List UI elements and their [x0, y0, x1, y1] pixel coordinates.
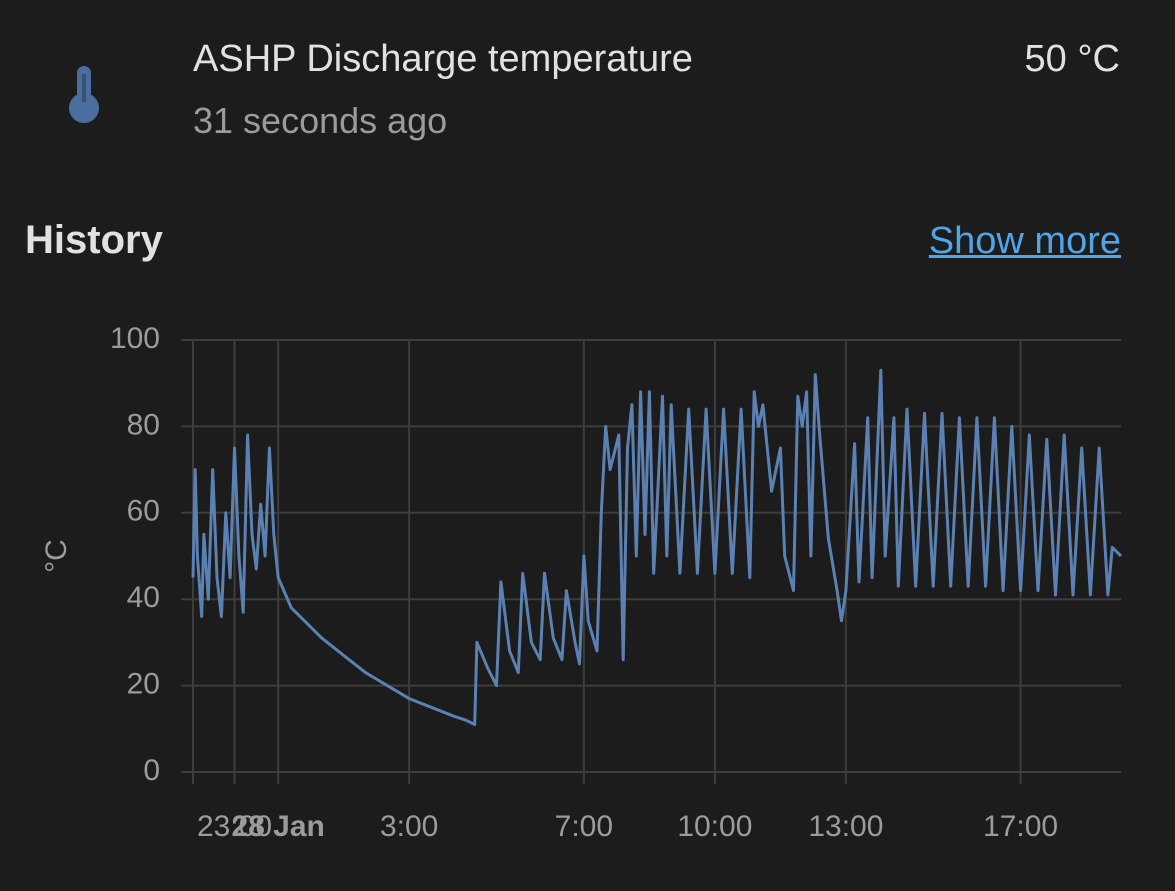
last-changed: 31 seconds ago [193, 100, 448, 141]
x-tick-label: 3:00 [380, 810, 438, 843]
y-tick-label: 100 [110, 322, 160, 355]
y-axis-label: °C [40, 539, 73, 573]
data-line [191, 368, 1123, 726]
y-tick-label: 60 [127, 495, 160, 528]
y-tick-label: 0 [143, 754, 160, 787]
x-tick-label: 13:00 [808, 810, 883, 843]
x-tick-label: 7:00 [555, 810, 613, 843]
y-tick-label: 80 [127, 408, 160, 441]
entity-state: 50 °C [1024, 38, 1120, 80]
x-tick-label: 17:00 [983, 810, 1058, 843]
y-tick-label: 20 [127, 668, 160, 701]
x-tick-label: 23:00 [197, 810, 272, 843]
x-tick-label: 28 Jan [231, 810, 324, 843]
history-heading: History [25, 218, 163, 262]
thermometer-icon [69, 66, 99, 123]
y-tick-label: 40 [127, 581, 160, 614]
show-more-link[interactable]: Show more [928, 220, 1121, 262]
x-tick-label: 10:00 [677, 810, 752, 843]
entity-name: ASHP Discharge temperature [193, 38, 693, 80]
